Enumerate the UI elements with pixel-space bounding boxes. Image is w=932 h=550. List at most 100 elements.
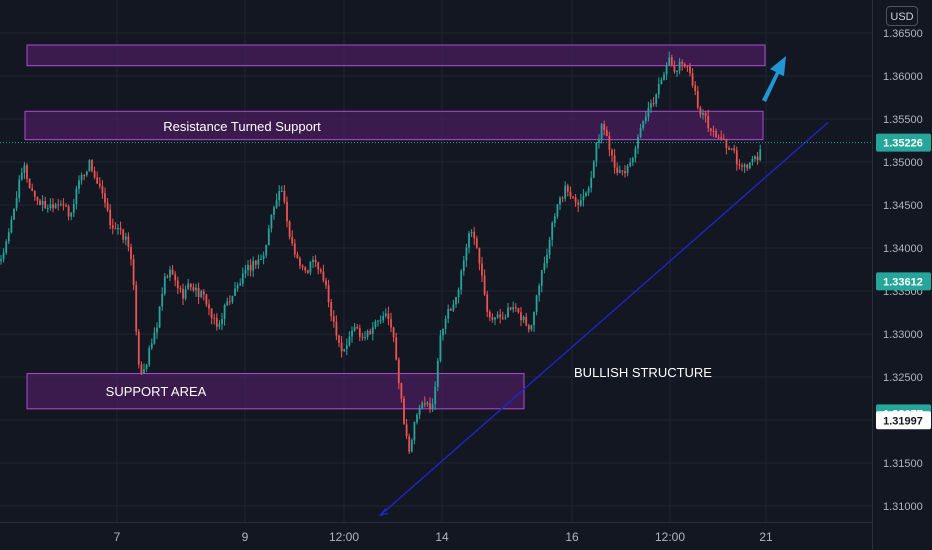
candle-body — [317, 262, 320, 270]
candle-body — [332, 316, 335, 322]
candle-body — [634, 148, 637, 159]
candle-body — [18, 179, 21, 198]
trendline[interactable] — [379, 121, 829, 516]
candle-body — [603, 124, 606, 131]
candle-body — [301, 265, 304, 268]
candle-body — [366, 330, 369, 338]
candle-body — [312, 259, 314, 262]
candle-body — [642, 121, 645, 128]
candle-body — [733, 148, 736, 151]
candle-body — [543, 263, 546, 271]
candle-body — [26, 165, 28, 179]
candle-body — [62, 204, 65, 206]
candle-body — [293, 243, 296, 255]
y-tick-label: 1.31500 — [883, 458, 923, 470]
candle-body — [205, 294, 208, 305]
candle-body — [746, 164, 749, 169]
candle-body — [743, 164, 746, 167]
candle-body — [10, 219, 13, 233]
candle-body — [455, 297, 457, 305]
candle-body — [353, 327, 356, 331]
candle-body — [566, 185, 569, 192]
zone-rectangle[interactable] — [26, 373, 525, 410]
candle-body — [569, 191, 572, 197]
zone-rectangle[interactable] — [24, 110, 764, 141]
candle-body — [392, 327, 395, 338]
candle-body — [709, 128, 712, 131]
candle-body — [57, 204, 60, 206]
candle-body — [364, 337, 366, 339]
candle-body — [33, 190, 36, 197]
candle-body — [215, 317, 218, 327]
candle-body — [730, 148, 733, 150]
candle-body — [174, 274, 177, 281]
candle-body — [361, 336, 364, 338]
candle-body — [252, 260, 255, 271]
candle-body — [275, 200, 278, 208]
candle-body — [351, 330, 353, 337]
candle-body — [0, 259, 2, 261]
candle-body — [426, 402, 429, 405]
candle-body — [735, 150, 738, 165]
candle-body — [54, 204, 57, 209]
candle-body — [491, 317, 494, 320]
trendline-arrowhead — [379, 508, 389, 517]
candle-body — [236, 285, 239, 289]
y-tick-label: 1.33000 — [883, 329, 923, 341]
candle-body — [75, 188, 78, 205]
candle-body — [639, 127, 642, 138]
candle-body — [260, 258, 262, 260]
candle-body — [104, 193, 106, 203]
candle-body — [117, 228, 119, 230]
candle-body — [267, 228, 270, 246]
candle-body — [689, 66, 691, 74]
candle-body — [655, 94, 658, 104]
candle-body — [397, 359, 400, 384]
zone-rectangle[interactable] — [26, 44, 766, 67]
price-axis-tag — [876, 411, 931, 430]
candle-body — [504, 317, 507, 319]
candle-body — [65, 205, 67, 207]
candle-body — [161, 293, 164, 307]
candle-body — [410, 440, 413, 452]
candle-body — [52, 204, 54, 209]
candle-body — [535, 295, 538, 313]
candle-body — [382, 316, 385, 321]
currency-selector[interactable]: USD — [886, 6, 918, 26]
candle-body — [481, 263, 483, 276]
candle-body — [616, 167, 619, 173]
candle-body — [754, 156, 756, 160]
candle-body — [650, 103, 652, 108]
candle-body — [278, 191, 281, 201]
candle-body — [444, 318, 447, 330]
candle-body — [20, 172, 23, 180]
candle-body — [249, 264, 252, 271]
candle-body — [686, 66, 689, 68]
candle-body — [153, 332, 156, 344]
candle-body — [338, 335, 340, 343]
candle-body — [704, 113, 707, 117]
candle-body — [447, 309, 450, 319]
candle-body — [114, 228, 117, 230]
candle-body — [595, 142, 598, 162]
candle-body — [124, 236, 127, 240]
candle-body — [668, 57, 671, 65]
x-tick-label: 12:00 — [655, 530, 685, 544]
candle-body — [156, 327, 158, 333]
x-tick-label: 14 — [435, 530, 449, 544]
candle-body — [728, 147, 730, 150]
candle-body — [592, 161, 595, 178]
bullish-arrow[interactable] — [762, 56, 786, 102]
price-axis-tag-label: 1.35226 — [883, 138, 923, 150]
candle-body — [145, 364, 148, 370]
candle-body — [111, 225, 114, 229]
candle-body — [533, 312, 535, 326]
candle-body — [405, 424, 408, 437]
candle-body — [166, 276, 169, 278]
candle-body — [694, 85, 697, 91]
candle-body — [561, 197, 564, 199]
candle-body — [228, 301, 231, 303]
candle-body — [613, 155, 616, 168]
price-axis-tag — [876, 272, 931, 291]
